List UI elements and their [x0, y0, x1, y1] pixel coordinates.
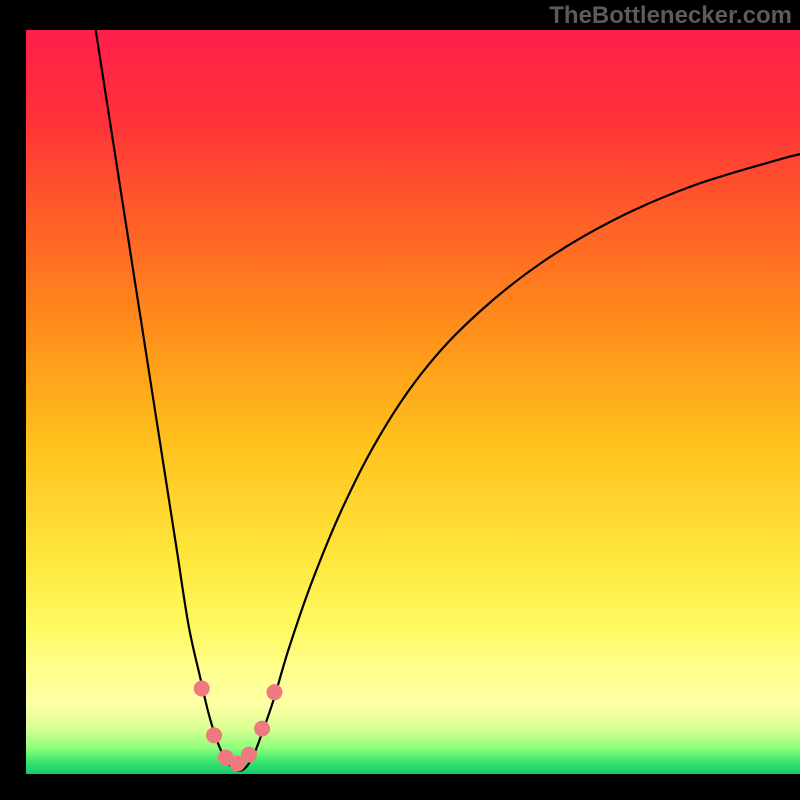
marker-point-0 — [194, 681, 209, 696]
chart-area — [26, 30, 800, 774]
marker-point-4 — [241, 747, 256, 762]
marker-point-5 — [255, 721, 270, 736]
marker-point-1 — [207, 728, 222, 743]
frame-bottom — [0, 774, 800, 800]
frame-left — [0, 0, 26, 800]
marker-point-6 — [267, 685, 282, 700]
chart-background — [26, 30, 800, 774]
frame-top — [0, 0, 800, 30]
